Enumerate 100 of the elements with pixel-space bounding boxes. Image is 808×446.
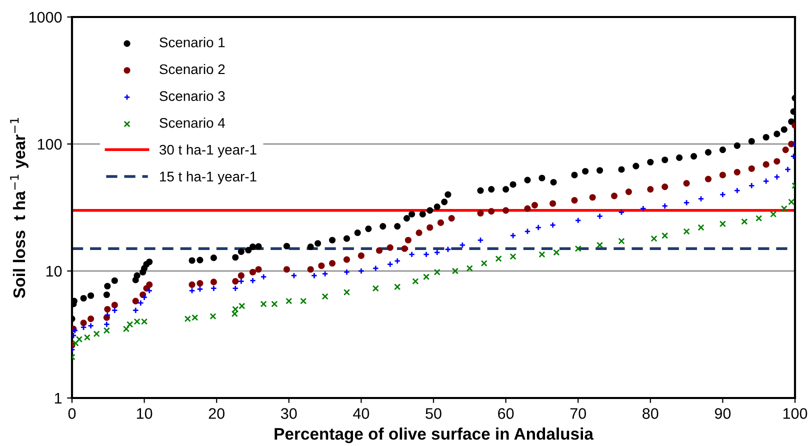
point bbox=[286, 298, 292, 304]
point bbox=[188, 281, 196, 288]
point bbox=[524, 205, 531, 212]
point bbox=[328, 260, 336, 267]
point bbox=[103, 321, 110, 328]
point bbox=[477, 210, 484, 217]
point bbox=[488, 208, 495, 215]
legend-label: Scenario 3 bbox=[160, 90, 225, 101]
point bbox=[741, 218, 748, 225]
point bbox=[394, 258, 401, 264]
point bbox=[104, 312, 111, 318]
x-tick-label: 100 bbox=[783, 408, 808, 419]
point bbox=[618, 238, 625, 244]
point bbox=[80, 324, 87, 331]
point bbox=[719, 220, 726, 228]
point bbox=[756, 215, 762, 222]
point bbox=[146, 287, 153, 294]
point bbox=[260, 300, 267, 308]
point bbox=[640, 205, 646, 212]
point bbox=[662, 184, 668, 190]
point bbox=[480, 260, 488, 267]
point bbox=[788, 140, 795, 148]
point bbox=[210, 285, 217, 292]
y-tick-label: 100 bbox=[38, 138, 62, 150]
point bbox=[683, 199, 690, 206]
point bbox=[434, 249, 440, 256]
point bbox=[748, 165, 755, 172]
point bbox=[550, 200, 556, 207]
point bbox=[704, 176, 712, 182]
point bbox=[574, 245, 582, 252]
x-tick-label: 10 bbox=[136, 408, 152, 419]
point bbox=[531, 202, 538, 208]
point bbox=[618, 208, 625, 216]
point bbox=[283, 266, 290, 273]
point bbox=[271, 300, 278, 308]
point bbox=[683, 228, 690, 235]
point bbox=[196, 286, 204, 292]
point bbox=[426, 224, 434, 231]
point bbox=[72, 340, 79, 347]
point bbox=[589, 194, 596, 201]
point bbox=[260, 274, 267, 280]
point bbox=[448, 215, 455, 222]
point bbox=[232, 285, 239, 292]
point bbox=[422, 251, 430, 258]
legend-label: 30 t ha-1 year-1 bbox=[159, 144, 256, 158]
point bbox=[358, 252, 364, 259]
point bbox=[477, 236, 484, 244]
point bbox=[762, 161, 770, 168]
point bbox=[788, 198, 795, 206]
point bbox=[238, 272, 244, 279]
x-tick-label: 30 bbox=[280, 408, 297, 419]
point bbox=[322, 293, 328, 300]
point bbox=[386, 244, 394, 251]
point bbox=[290, 272, 298, 279]
point bbox=[524, 228, 531, 235]
point bbox=[196, 280, 204, 287]
x-tick-label: 20 bbox=[208, 408, 224, 419]
point bbox=[437, 219, 444, 226]
point bbox=[535, 224, 542, 231]
y-tick-label: 10 bbox=[46, 266, 62, 277]
point bbox=[255, 266, 262, 273]
point bbox=[412, 278, 419, 285]
point bbox=[88, 322, 94, 330]
point bbox=[372, 265, 379, 272]
point bbox=[103, 327, 110, 334]
point bbox=[762, 178, 770, 184]
point bbox=[231, 310, 238, 318]
point bbox=[719, 191, 726, 198]
point bbox=[343, 256, 350, 263]
point bbox=[88, 316, 94, 322]
point bbox=[132, 307, 139, 314]
legend-label: Scenario 2 bbox=[160, 64, 225, 74]
point bbox=[249, 277, 256, 284]
x-tick-label: 60 bbox=[498, 408, 514, 419]
point bbox=[232, 306, 239, 313]
point bbox=[698, 224, 704, 231]
legend-label: Scenario 4 bbox=[160, 118, 225, 128]
point bbox=[126, 321, 134, 328]
x-tick-label: 0 bbox=[68, 408, 76, 419]
point bbox=[780, 205, 788, 212]
point bbox=[774, 158, 780, 165]
point bbox=[111, 307, 118, 314]
x-axis-title: Percentage of olive surface in Andalusia bbox=[274, 428, 594, 444]
point bbox=[80, 320, 87, 326]
point bbox=[459, 242, 466, 248]
legend-label: Scenario 1 bbox=[160, 37, 225, 48]
point bbox=[416, 229, 422, 236]
point bbox=[422, 274, 430, 280]
point bbox=[510, 253, 516, 260]
legend-label: 15 t ha-1 year-1 bbox=[160, 171, 256, 184]
point bbox=[310, 272, 318, 279]
point bbox=[444, 246, 452, 253]
point bbox=[300, 298, 307, 304]
point bbox=[372, 285, 379, 292]
point bbox=[610, 192, 618, 200]
point bbox=[122, 326, 130, 332]
point bbox=[111, 302, 118, 308]
point bbox=[770, 210, 777, 218]
point bbox=[748, 182, 755, 189]
point bbox=[596, 212, 604, 220]
